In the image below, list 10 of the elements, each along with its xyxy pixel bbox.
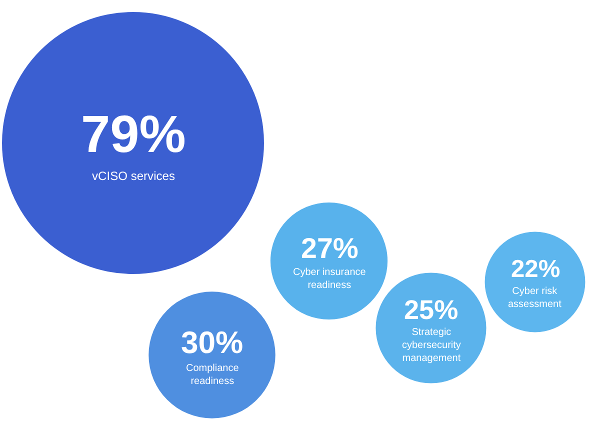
category-label: vCISO services xyxy=(92,169,176,183)
data-label: 30% xyxy=(181,325,244,360)
data-label: 22% xyxy=(511,256,560,283)
data-label: 27% xyxy=(301,233,358,265)
category-label: Strategic cybersecurity management xyxy=(402,327,461,364)
data-label: 25% xyxy=(404,294,458,325)
category-label: Compliance readiness xyxy=(186,363,240,387)
category-label: Cyber insurance readiness xyxy=(293,267,366,291)
category-label: Cyber risk assessment xyxy=(508,286,562,310)
data-label: 79% xyxy=(81,106,186,164)
